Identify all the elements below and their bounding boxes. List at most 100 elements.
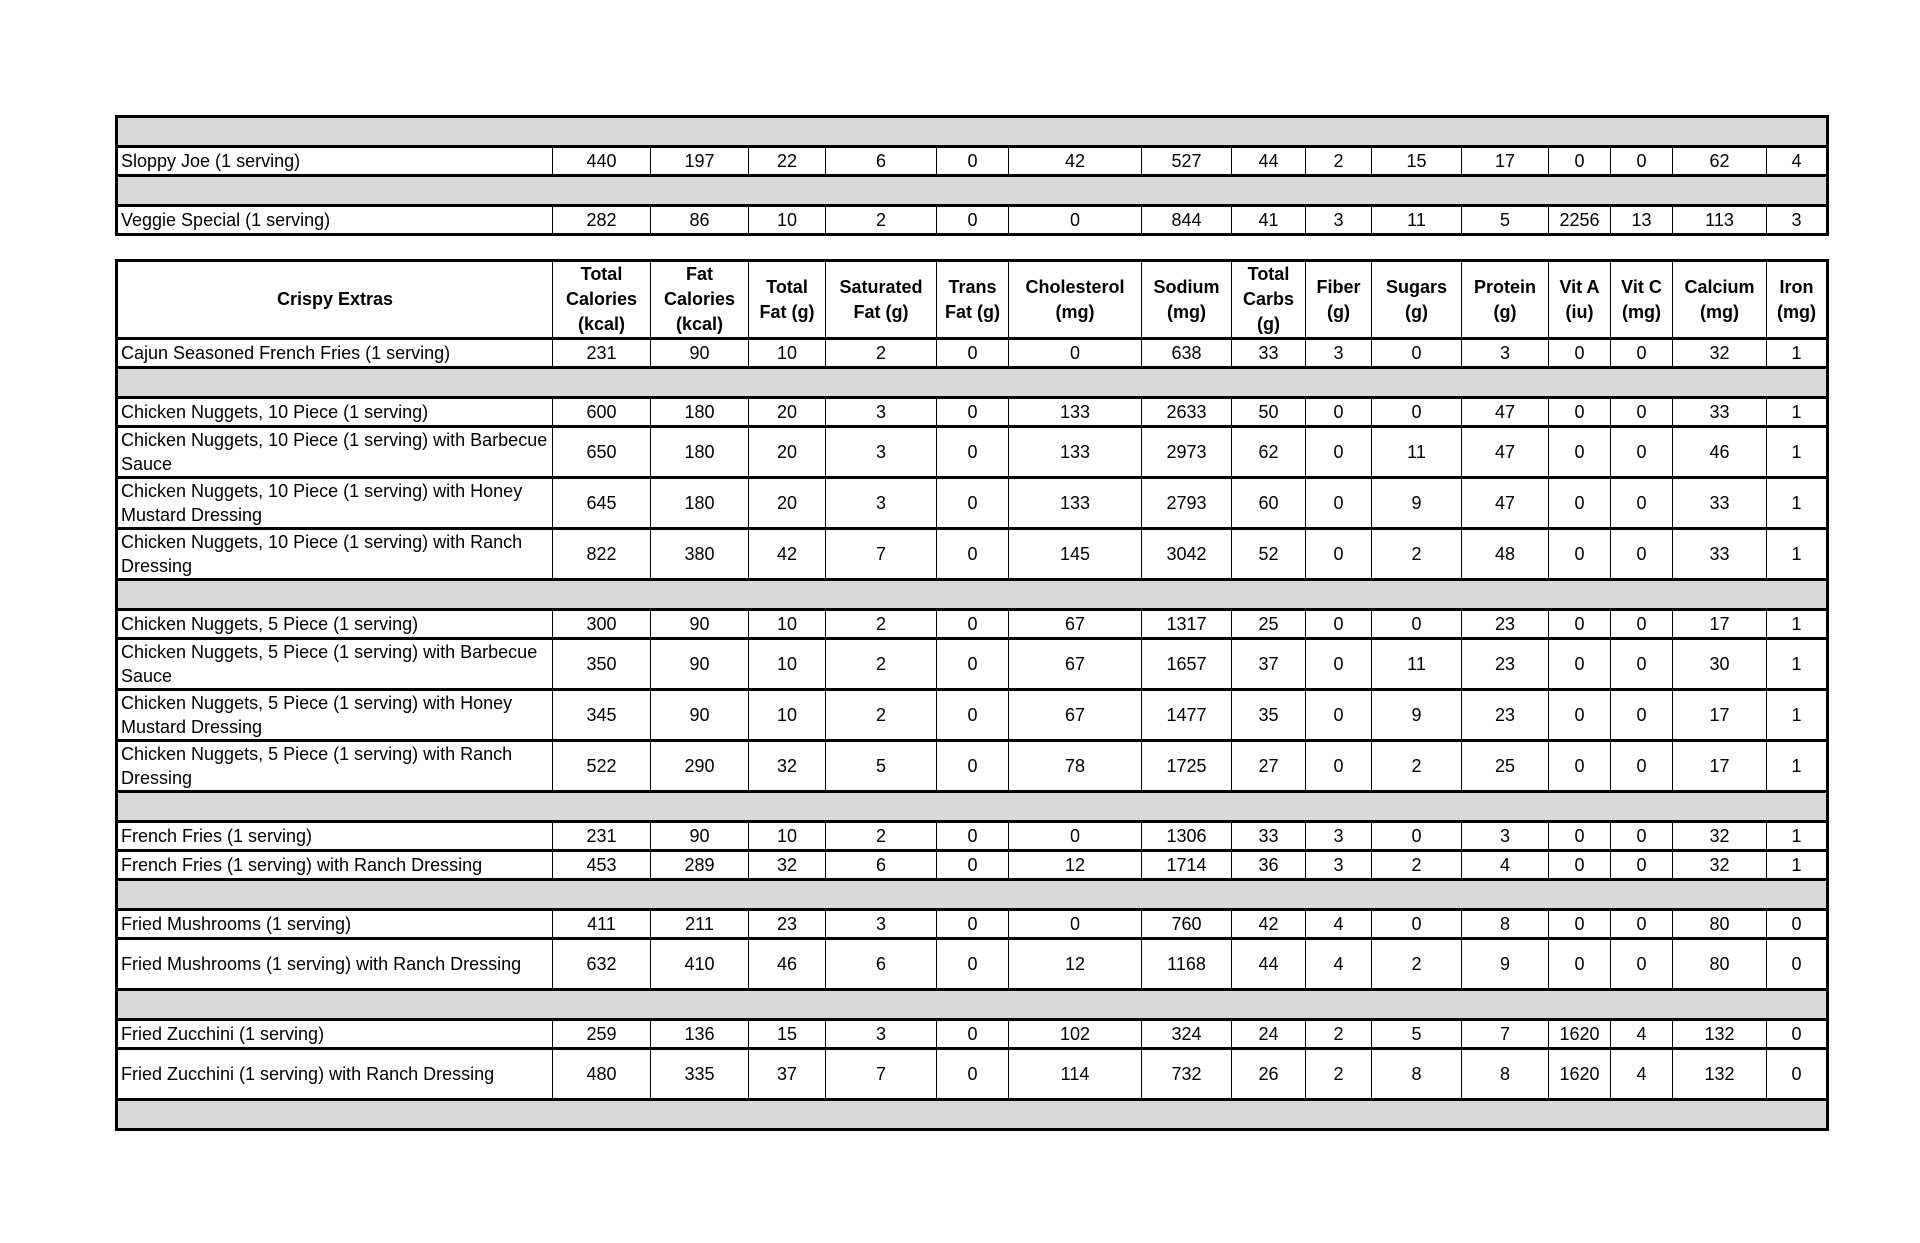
cell-fat-calories: 90 [650, 821, 749, 851]
column-header-line: (mg) [1055, 301, 1095, 322]
cell-saturated-fat: 7 [825, 1048, 937, 1100]
cell-iron: 1 [1766, 397, 1828, 427]
item-name: Chicken Nuggets, 10 Piece (1 serving) wi… [116, 426, 553, 478]
cell-vit-c: 0 [1610, 146, 1673, 176]
table-row: French Fries (1 serving) 231 90 10 2 0 0 1306 33… [116, 821, 1828, 851]
cell-vit-a: 0 [1548, 528, 1611, 580]
cell-total-fat: 42 [748, 528, 826, 580]
nutrition-table-crispy-extras: Crispy Extras Total Calories (kcal) Fat Calor… [115, 259, 1829, 1131]
cell-fat-calories: 410 [650, 938, 749, 990]
cell-vit-c: 0 [1610, 850, 1673, 880]
cell-calcium: 30 [1672, 638, 1767, 690]
cell-total-calories: 453 [552, 850, 651, 880]
cell-fiber: 3 [1305, 850, 1372, 880]
cell-cholesterol: 67 [1008, 689, 1142, 741]
column-header: Total Carbs (g) [1231, 260, 1306, 339]
table-row: Fried Mushrooms (1 serving) with Ranch D… [116, 938, 1828, 990]
cell-sugars: 0 [1371, 909, 1462, 939]
separator-row [116, 579, 1828, 610]
cell-total-fat: 46 [748, 938, 826, 990]
cell-iron: 4 [1766, 146, 1828, 176]
column-header-line: Fat (g) [853, 301, 909, 322]
column-header-line: Fat (g) [945, 301, 1000, 322]
cell-vit-a: 0 [1548, 689, 1611, 741]
cell-total-fat: 20 [748, 397, 826, 427]
column-header: Cholesterol (mg) [1008, 260, 1142, 339]
item-name: French Fries (1 serving) [116, 821, 553, 851]
cell-sugars: 2 [1371, 850, 1462, 880]
cell-sodium: 324 [1141, 1019, 1232, 1049]
cell-total-fat: 10 [748, 821, 826, 851]
cell-total-calories: 440 [552, 146, 651, 176]
cell-total-calories: 822 [552, 528, 651, 580]
cell-saturated-fat: 2 [825, 689, 937, 741]
item-name: Chicken Nuggets, 5 Piece (1 serving) wit… [116, 638, 553, 690]
cell-fat-calories: 197 [650, 146, 749, 176]
cell-total-fat: 10 [748, 689, 826, 741]
cell-fiber: 2 [1305, 146, 1372, 176]
cell-total-calories: 480 [552, 1048, 651, 1100]
item-name: Veggie Special (1 serving) [116, 205, 553, 235]
cell-saturated-fat: 3 [825, 909, 937, 939]
column-header-line: Fiber [1316, 276, 1361, 297]
item-name: Sloppy Joe (1 serving) [116, 146, 553, 176]
cell-cholesterol: 42 [1008, 146, 1142, 176]
cell-total-carbs: 50 [1231, 397, 1306, 427]
cell-total-carbs: 25 [1231, 609, 1306, 639]
cell-cholesterol: 12 [1008, 850, 1142, 880]
cell-protein: 47 [1461, 477, 1549, 529]
cell-sodium: 3042 [1141, 528, 1232, 580]
cell-total-calories: 231 [552, 338, 651, 368]
cell-sugars: 9 [1371, 477, 1462, 529]
cell-sodium: 1714 [1141, 850, 1232, 880]
separator-row [116, 367, 1828, 398]
separator-cell [116, 367, 1828, 398]
cell-saturated-fat: 2 [825, 821, 937, 851]
cell-vit-a: 0 [1548, 338, 1611, 368]
column-header-line: (mg) [1167, 301, 1206, 322]
column-header-line: (kcal) [577, 314, 626, 334]
column-header-line: Iron [1779, 276, 1814, 297]
cell-trans-fat: 0 [936, 338, 1009, 368]
cell-trans-fat: 0 [936, 740, 1009, 792]
cell-total-carbs: 35 [1231, 689, 1306, 741]
column-header-line: Saturated [839, 276, 923, 297]
column-header-line: Vit C [1621, 276, 1662, 297]
column-header-line: Trans [948, 276, 997, 297]
cell-vit-a: 0 [1548, 740, 1611, 792]
cell-sugars: 11 [1371, 205, 1462, 235]
cell-fiber: 0 [1305, 609, 1372, 639]
cell-vit-c: 0 [1610, 609, 1673, 639]
cell-total-carbs: 42 [1231, 909, 1306, 939]
cell-iron: 1 [1766, 850, 1828, 880]
cell-protein: 7 [1461, 1019, 1549, 1049]
cell-protein: 23 [1461, 689, 1549, 741]
cell-protein: 23 [1461, 609, 1549, 639]
column-header-line: (mg) [1700, 301, 1739, 322]
cell-total-carbs: 52 [1231, 528, 1306, 580]
cell-protein: 48 [1461, 528, 1549, 580]
cell-fiber: 3 [1305, 205, 1372, 235]
cell-fiber: 4 [1305, 909, 1372, 939]
cell-total-carbs: 33 [1231, 821, 1306, 851]
cell-vit-a: 0 [1548, 146, 1611, 176]
cell-sugars: 9 [1371, 689, 1462, 741]
cell-trans-fat: 0 [936, 609, 1009, 639]
cell-cholesterol: 114 [1008, 1048, 1142, 1100]
cell-total-fat: 32 [748, 740, 826, 792]
table-row: Chicken Nuggets, 5 Piece (1 serving) 300 9… [116, 609, 1828, 639]
cell-sugars: 2 [1371, 740, 1462, 792]
cell-total-carbs: 44 [1231, 146, 1306, 176]
cell-total-calories: 522 [552, 740, 651, 792]
separator-cell [116, 116, 1828, 147]
item-name: Chicken Nuggets, 10 Piece (1 serving) wi… [116, 477, 553, 529]
column-header: Total Calories (kcal) [552, 260, 651, 339]
cell-fiber: 3 [1305, 338, 1372, 368]
item-name: Fried Zucchini (1 serving) [116, 1019, 553, 1049]
column-header-line: (g) [1493, 301, 1517, 322]
cell-trans-fat: 0 [936, 528, 1009, 580]
separator-cell [116, 579, 1828, 610]
cell-iron: 0 [1766, 1019, 1828, 1049]
cell-fat-calories: 180 [650, 477, 749, 529]
cell-trans-fat: 0 [936, 426, 1009, 478]
